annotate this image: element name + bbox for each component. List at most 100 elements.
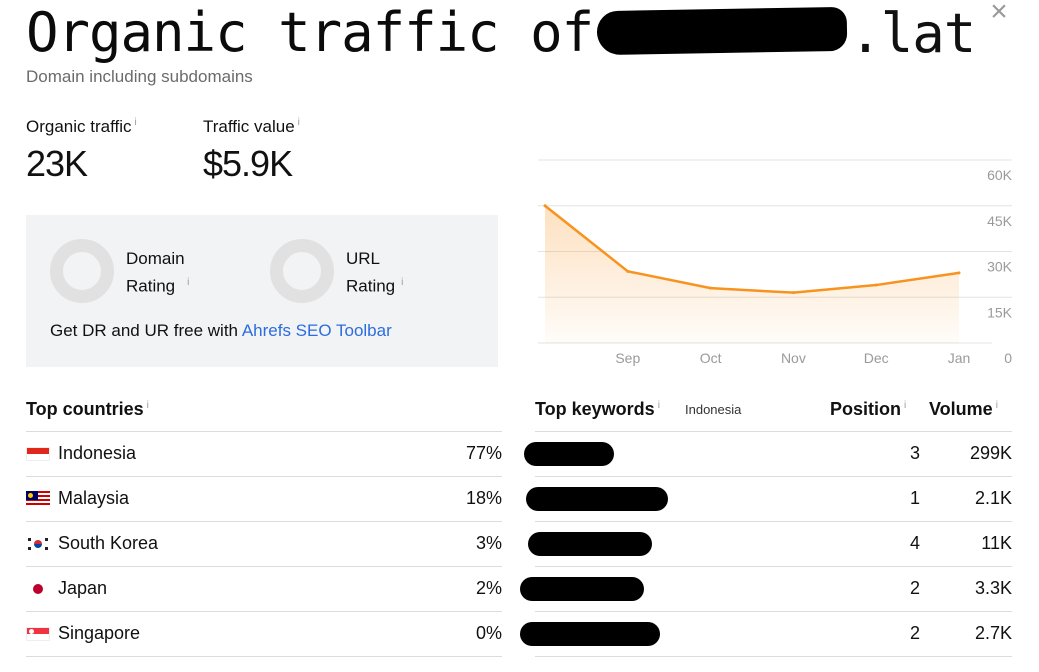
top-keywords-heading: Top keywords i	[535, 399, 660, 420]
info-icon[interactable]: i	[401, 277, 404, 288]
malaysia-flag-icon	[26, 490, 50, 507]
divider	[26, 656, 502, 657]
divider	[535, 566, 1012, 567]
south-korea-flag-icon	[26, 535, 50, 552]
divider	[26, 521, 502, 522]
country-row[interactable]: South Korea 3%	[26, 521, 502, 566]
traffic-point[interactable]	[957, 271, 961, 275]
divider	[26, 566, 502, 567]
top-countries-title: Top countries	[26, 399, 144, 419]
position-header: Position i	[830, 399, 906, 420]
keyword-row[interactable]: 2 3.3K	[520, 566, 1012, 611]
traffic-point[interactable]	[626, 269, 630, 273]
url-rating-label: URL Rating i	[346, 247, 403, 299]
keyword-row[interactable]: 4 11K	[520, 521, 1012, 566]
keyword-row[interactable]: 3 299K	[520, 431, 1012, 476]
keyword-volume: 11K	[981, 533, 1012, 553]
metric-value: 23K	[26, 143, 88, 184]
country-pct: 0%	[475, 623, 502, 643]
traffic-point[interactable]	[543, 204, 547, 208]
country-pct: 18%	[465, 488, 502, 508]
title-prefix: Organic traffic of	[26, 1, 594, 64]
traffic-line	[544, 204, 960, 294]
rating-panel: Domain Rating i URL Rating i Get DR and UR…	[26, 215, 498, 367]
country-name: Malaysia	[58, 488, 130, 508]
metric-organic-traffic: Organic traffic i 23K	[26, 117, 137, 185]
url-rating-line1: URL	[346, 249, 381, 268]
keyword-volume: 3.3K	[974, 578, 1012, 598]
country-row[interactable]: Japan 2%	[26, 566, 502, 611]
redacted-keyword	[524, 442, 614, 466]
keyword-position: 1	[909, 488, 920, 508]
singapore-flag-icon	[26, 626, 50, 641]
info-icon[interactable]: i	[146, 400, 149, 411]
divider	[26, 476, 502, 477]
volume-header-label: Volume	[929, 399, 993, 419]
redacted-keyword	[520, 577, 644, 601]
traffic-point[interactable]	[791, 291, 795, 295]
top-countries-heading: Top countries i	[26, 399, 149, 420]
japan-flag-icon	[26, 580, 50, 597]
divider	[535, 476, 1012, 477]
domain-rating-line2: Rating	[126, 276, 176, 296]
redacted-keyword	[526, 487, 668, 511]
title-suffix: .lat	[849, 1, 976, 65]
toolbar-promo-text: Get DR and UR free with	[50, 321, 242, 340]
domain-rating-line1: Domain	[126, 249, 185, 268]
seo-toolbar-link[interactable]: Ahrefs SEO Toolbar	[241, 321, 392, 340]
country-row[interactable]: Singapore 0%	[26, 611, 502, 656]
info-icon[interactable]: i	[657, 400, 660, 411]
keyword-row[interactable]: 1 2.1K	[520, 476, 1012, 521]
traffic-point[interactable]	[709, 286, 713, 290]
domain-rating-label: Domain Rating i	[126, 247, 189, 299]
traffic-point[interactable]	[874, 283, 878, 287]
redacted-keyword	[520, 622, 660, 646]
keyword-position: 2	[909, 578, 920, 598]
y-tick-label: 45K	[987, 213, 1013, 229]
divider	[26, 431, 502, 432]
keyword-position: 3	[909, 443, 920, 463]
domain-rating-ring-icon	[50, 239, 114, 303]
url-rating-ring-icon	[270, 239, 334, 303]
traffic-chart: 60K 45K 30K 15K 0 Sep Oct Nov Dec Jan	[538, 159, 1013, 366]
keyword-volume: 299K	[969, 443, 1012, 463]
volume-header: Volume i	[929, 399, 998, 420]
x-tick-label: Jan	[948, 350, 971, 366]
top-keywords-title: Top keywords	[535, 399, 655, 419]
keyword-position: 4	[909, 533, 920, 553]
keyword-position: 2	[909, 623, 920, 643]
close-icon[interactable]: ×	[990, 0, 1008, 28]
country-name: South Korea	[58, 533, 159, 553]
indonesia-flag-icon	[26, 446, 50, 461]
url-rating-line2: Rating	[346, 276, 396, 296]
x-tick-label: Sep	[615, 350, 640, 366]
country-row[interactable]: Malaysia 18%	[26, 476, 502, 521]
country-name: Japan	[58, 578, 108, 598]
divider	[26, 611, 502, 612]
y-tick-label: 0	[1004, 350, 1012, 366]
x-tick-label: Dec	[864, 350, 889, 366]
country-row[interactable]: Indonesia 77%	[26, 431, 502, 476]
page-title: Organic traffic of .lat	[26, 1, 976, 65]
divider	[535, 521, 1012, 522]
keyword-volume: 2.1K	[974, 488, 1012, 508]
toolbar-promo: Get DR and UR free with Ahrefs SEO Toolb…	[50, 321, 392, 341]
info-icon[interactable]: i	[187, 277, 190, 288]
keyword-country-label: Indonesia	[685, 402, 742, 417]
redacted-domain	[596, 6, 848, 56]
x-tick-label: Oct	[700, 350, 722, 366]
keyword-row[interactable]: 2 2.7K	[520, 611, 1012, 656]
info-icon[interactable]: i	[134, 117, 137, 129]
y-tick-label: 30K	[987, 259, 1013, 275]
traffic-area	[545, 205, 959, 343]
info-icon[interactable]: i	[904, 400, 907, 411]
metric-label: Organic traffic	[26, 117, 132, 136]
subtitle: Domain including subdomains	[26, 67, 253, 86]
keyword-volume: 2.7K	[974, 623, 1012, 643]
info-icon[interactable]: i	[995, 400, 998, 411]
metric-value: $5.9K	[203, 143, 293, 184]
x-tick-label: Nov	[781, 350, 806, 366]
country-pct: 3%	[475, 533, 502, 553]
y-tick-label: 60K	[987, 167, 1013, 183]
info-icon[interactable]: i	[297, 117, 300, 129]
